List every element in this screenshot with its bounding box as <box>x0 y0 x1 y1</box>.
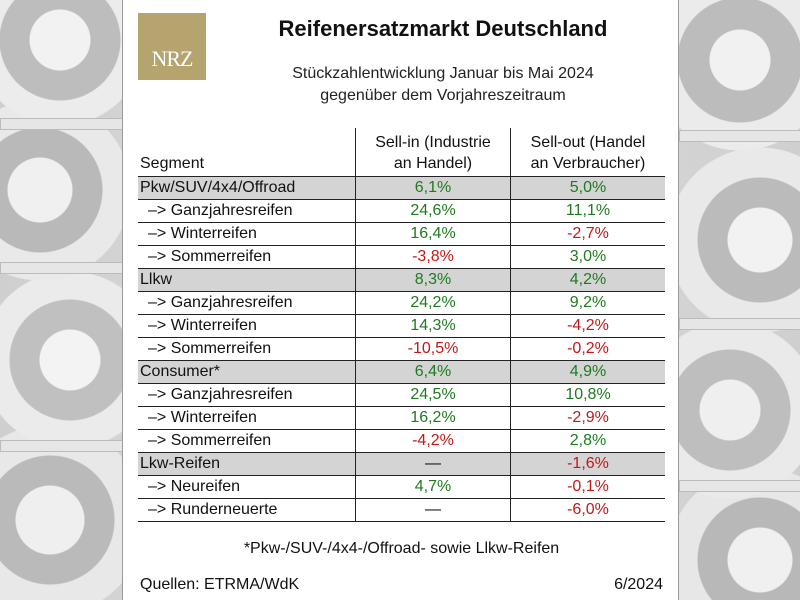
table-row: –> Sommerreifen -4,2% 2,8% <box>138 429 665 453</box>
subtitle-line-1: Stückzahlentwicklung Januar bis Mai 2024 <box>292 65 594 82</box>
segment-label: Lkw-Reifen <box>138 452 356 476</box>
sell-in-value: 6,1% <box>355 176 511 200</box>
table-row: –> Ganzjahresreifen 24,5% 10,8% <box>138 383 665 407</box>
sell-out-value: -4,2% <box>510 314 665 338</box>
sell-out-value: 9,2% <box>510 291 665 315</box>
segment-label: Llkw <box>138 268 356 292</box>
segment-label: –> Ganzjahresreifen <box>138 199 356 223</box>
segment-label: –> Winterreifen <box>138 406 356 430</box>
sell-out-value: 4,2% <box>510 268 665 292</box>
sell-in-value: 16,4% <box>355 222 511 246</box>
table-row: –> Runderneuerte — -6,0% <box>138 498 665 522</box>
footnote: *Pkw-/SUV-/4x4-/Offroad- sowie Llkw-Reif… <box>243 540 560 557</box>
segment-label: –> Winterreifen <box>138 314 356 338</box>
table-row: –> Winterreifen 16,4% -2,7% <box>138 222 665 246</box>
sell-out-value: -6,0% <box>510 498 665 522</box>
table-group-row: Consumer* 6,4% 4,9% <box>138 360 665 384</box>
sell-out-value: 3,0% <box>510 245 665 269</box>
source-note: Quellen: ETRMA/WdK <box>140 576 300 593</box>
segment-label: –> Winterreifen <box>138 222 356 246</box>
sell-out-value: -2,7% <box>510 222 665 246</box>
header-sell-out-line-2: an Verbraucher) <box>530 155 646 172</box>
nrz-logo: NRZ <box>138 13 206 80</box>
segment-label: –> Sommerreifen <box>138 245 356 269</box>
sell-in-value: — <box>355 498 511 522</box>
table-row: –> Winterreifen 16,2% -2,9% <box>138 406 665 430</box>
sell-out-value: -0,1% <box>510 475 665 499</box>
header-segment: Segment <box>138 128 356 177</box>
sell-out-value: -2,9% <box>510 406 665 430</box>
table-group-row: Lkw-Reifen — -1,6% <box>138 452 665 476</box>
publication-date: 6/2024 <box>614 576 663 593</box>
header-sell-in-line-2: an Handel) <box>393 155 473 172</box>
table-row: –> Ganzjahresreifen 24,2% 9,2% <box>138 291 665 315</box>
data-table: Segment Sell-in (Industrie an Handel) Se… <box>138 128 665 522</box>
sell-in-value: 24,6% <box>355 199 511 223</box>
table-row: –> Neureifen 4,7% -0,1% <box>138 475 665 499</box>
segment-label: –> Neureifen <box>138 475 356 499</box>
sell-in-value: -10,5% <box>355 337 511 361</box>
subtitle: Stückzahlentwicklung Januar bis Mai 2024… <box>223 63 663 107</box>
header-sell-out: Sell-out (Handel an Verbraucher) <box>510 128 665 177</box>
table-group-row: Llkw 8,3% 4,2% <box>138 268 665 292</box>
sell-out-value: 4,9% <box>510 360 665 384</box>
segment-label: –> Sommerreifen <box>138 337 356 361</box>
page-title: Reifenersatzmarkt Deutschland <box>278 16 608 41</box>
segment-label: –> Runderneuerte <box>138 498 356 522</box>
sell-in-value: 8,3% <box>355 268 511 292</box>
table-row: –> Ganzjahresreifen 24,6% 11,1% <box>138 199 665 223</box>
sell-in-value: -4,2% <box>355 429 511 453</box>
sell-in-value: 6,4% <box>355 360 511 384</box>
table-header-row: Segment Sell-in (Industrie an Handel) Se… <box>138 128 665 177</box>
logo-text: NRZ <box>151 46 194 71</box>
sell-in-value: — <box>355 452 511 476</box>
segment-label: Pkw/SUV/4x4/Offroad <box>138 176 356 200</box>
sell-in-value: 24,2% <box>355 291 511 315</box>
sell-in-value: 14,3% <box>355 314 511 338</box>
subtitle-line-2: gegenüber dem Vorjahreszeitraum <box>320 87 566 104</box>
table-row: –> Sommerreifen -10,5% -0,2% <box>138 337 665 361</box>
sell-in-value: -3,8% <box>355 245 511 269</box>
sell-out-value: 11,1% <box>510 199 665 223</box>
sell-in-value: 24,5% <box>355 383 511 407</box>
segment-label: Consumer* <box>138 360 356 384</box>
sell-out-value: -0,2% <box>510 337 665 361</box>
sell-out-value: 2,8% <box>510 429 665 453</box>
table-body: Pkw/SUV/4x4/Offroad 6,1% 5,0% –> Ganzjahres… <box>138 176 665 522</box>
sell-out-value: -1,6% <box>510 452 665 476</box>
sell-out-value: 5,0% <box>510 176 665 200</box>
segment-label: –> Ganzjahresreifen <box>138 291 356 315</box>
header-sell-in: Sell-in (Industrie an Handel) <box>355 128 511 177</box>
table-row: –> Winterreifen 14,3% -4,2% <box>138 314 665 338</box>
segment-label: –> Ganzjahresreifen <box>138 383 356 407</box>
sell-out-value: 10,8% <box>510 383 665 407</box>
infographic-card: NRZ Reifenersatzmarkt Deutschland Stückz… <box>122 0 679 600</box>
table-group-row: Pkw/SUV/4x4/Offroad 6,1% 5,0% <box>138 176 665 200</box>
header-sell-out-line-1: Sell-out (Handel <box>530 134 646 151</box>
table-row: –> Sommerreifen -3,8% 3,0% <box>138 245 665 269</box>
header-sell-in-line-1: Sell-in (Industrie <box>375 134 491 151</box>
segment-label: –> Sommerreifen <box>138 429 356 453</box>
sell-in-value: 16,2% <box>355 406 511 430</box>
sell-in-value: 4,7% <box>355 475 511 499</box>
